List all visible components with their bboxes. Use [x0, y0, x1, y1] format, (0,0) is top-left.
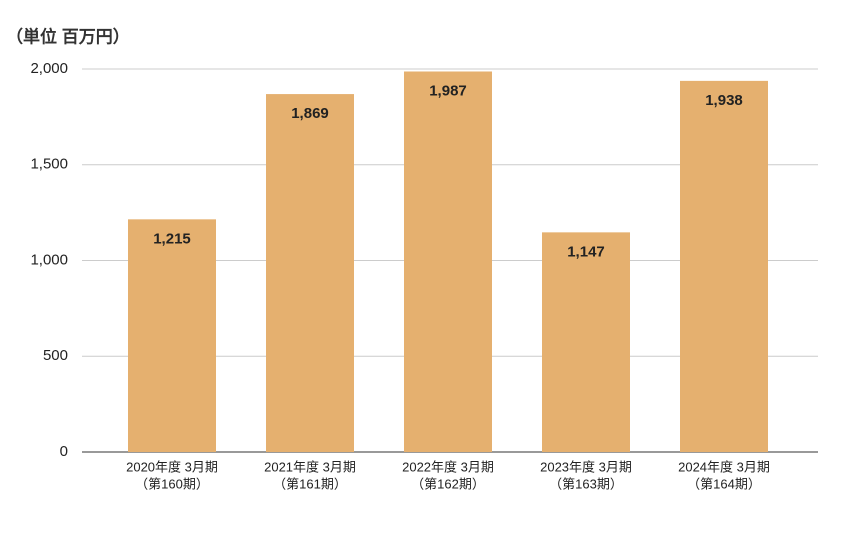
- x-tick-label: （第160期）: [135, 476, 209, 491]
- bar: [680, 80, 768, 453]
- y-tick-label: 0: [60, 443, 68, 460]
- x-tick-label: 2024年度 3月期: [678, 459, 770, 474]
- value-label: 1,147: [567, 243, 605, 260]
- y-tick-label: 2,000: [30, 60, 68, 77]
- x-tick-label: 2023年度 3月期: [540, 459, 632, 474]
- bar: [128, 219, 216, 452]
- x-tick-label: （第164期）: [687, 476, 761, 491]
- x-tick-label: 2021年度 3月期: [264, 459, 356, 474]
- x-tick-label: 2020年度 3月期: [126, 459, 218, 474]
- bar: [404, 71, 492, 452]
- value-label: 1,938: [705, 92, 743, 109]
- bar: [542, 232, 630, 452]
- x-tick-label: 2022年度 3月期: [402, 459, 494, 474]
- y-tick-label: 1,000: [30, 251, 68, 268]
- value-label: 1,215: [153, 230, 191, 247]
- value-label: 1,869: [291, 105, 329, 122]
- bar: [266, 94, 354, 453]
- y-tick-label: 500: [43, 347, 68, 364]
- value-label: 1,987: [429, 82, 467, 99]
- x-tick-label: （第163期）: [549, 476, 623, 491]
- chart-title: （単位 百万円）: [6, 26, 130, 46]
- x-tick-label: （第162期）: [411, 476, 485, 491]
- y-tick-label: 1,500: [30, 156, 68, 173]
- x-tick-label: （第161期）: [273, 476, 347, 491]
